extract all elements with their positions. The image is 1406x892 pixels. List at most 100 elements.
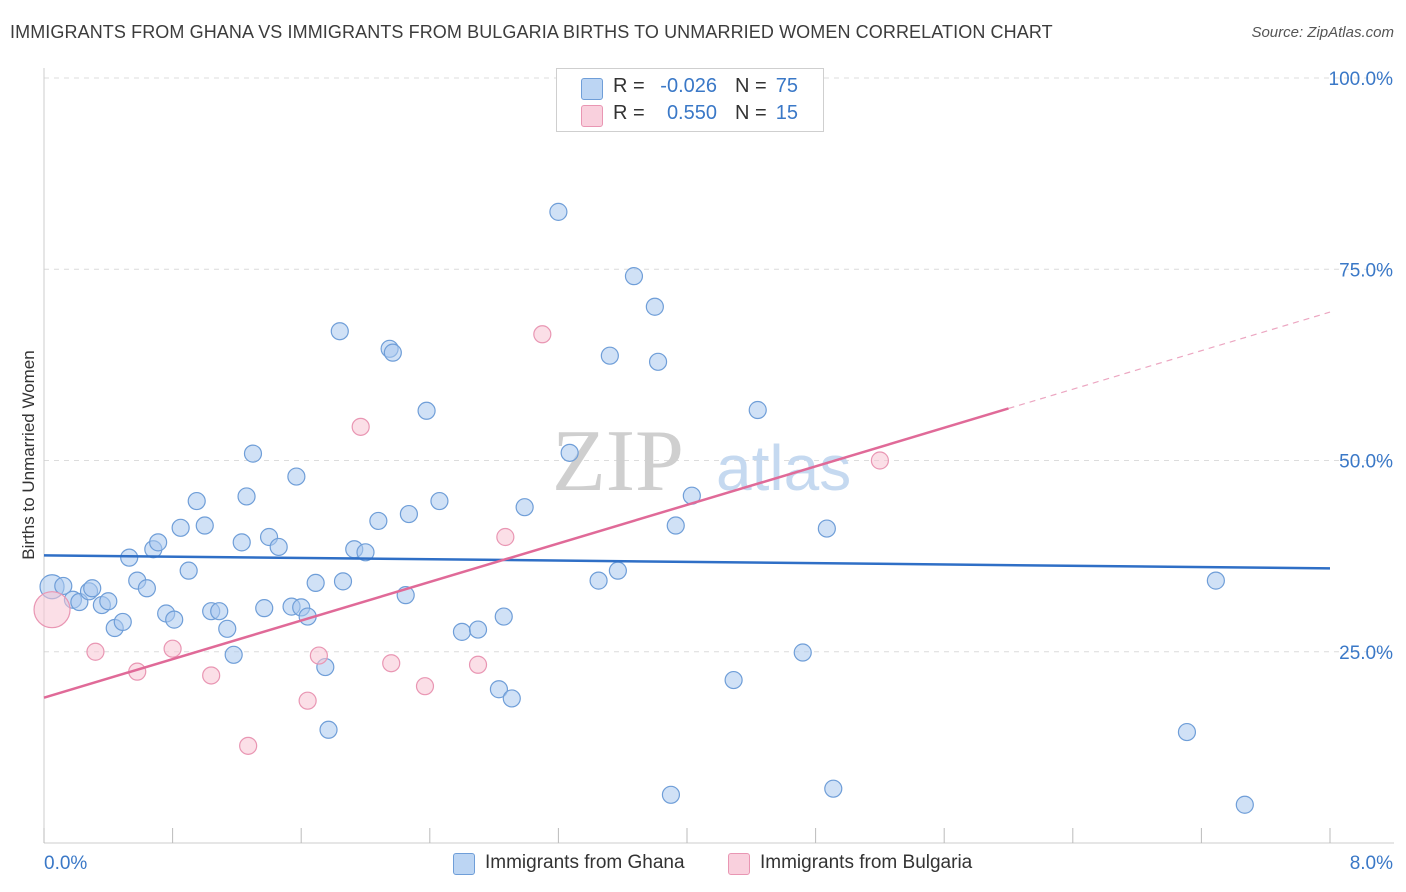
ghana-point <box>210 602 229 621</box>
ghana-point <box>430 491 449 511</box>
ghana-point <box>243 444 263 463</box>
ghana-point <box>224 645 243 664</box>
n-label: N = <box>735 102 767 124</box>
ghana-point <box>232 533 251 552</box>
source-label: Source: ZipAtlas.com <box>1251 24 1394 41</box>
ghana-point <box>383 343 402 362</box>
watermark-atlas: atlas <box>716 432 851 504</box>
legend-label-bulgaria: Immigrants from Bulgaria <box>760 852 973 873</box>
ghana-point <box>399 504 419 524</box>
n-label: N = <box>735 75 767 97</box>
ghana-point <box>452 622 472 641</box>
ghana-point <box>1177 722 1197 742</box>
bulgaria-point <box>202 666 221 685</box>
y-tick-label: 75.0% <box>1339 260 1393 281</box>
ghana-point <box>195 516 214 535</box>
y-tick-label: 100.0% <box>1329 69 1394 90</box>
ghana-point <box>793 643 812 662</box>
ghana-point <box>489 680 509 699</box>
bulgaria-point <box>496 527 515 547</box>
ghana-point <box>724 670 743 690</box>
x-tick-label: 8.0% <box>1350 853 1393 874</box>
ghana-point <box>608 561 627 580</box>
ghana-point <box>306 573 325 593</box>
r-value: -0.026 <box>660 75 717 97</box>
ghana-point <box>748 400 767 420</box>
r-label: R = <box>613 102 645 124</box>
ghana-point <box>356 543 375 562</box>
correlation-legend: R = -0.026 N = 75 R = 0.550 N = 15 <box>556 68 824 132</box>
bulgaria-point <box>382 654 401 673</box>
legend-label-ghana: Immigrants from Ghana <box>485 852 685 873</box>
ghana-point <box>1206 571 1225 590</box>
ghana-point <box>645 297 664 316</box>
x-tick-label: 0.0% <box>44 853 87 874</box>
ghana-point <box>187 491 206 511</box>
ghana-point <box>137 579 156 598</box>
bulgaria-point <box>33 591 71 629</box>
ghana-point <box>218 619 237 638</box>
watermark-zip: ZIP <box>552 413 684 510</box>
ghana-point <box>269 537 288 557</box>
ghana-points <box>39 202 1254 814</box>
bulgaria-trend-line <box>43 407 1009 699</box>
ghana-point <box>468 620 488 639</box>
ghana-point <box>515 498 534 517</box>
ghana-point <box>319 720 338 739</box>
bulgaria-point <box>415 677 435 696</box>
ghana-point <box>99 592 118 611</box>
gridlines <box>44 77 1394 653</box>
ghana-point <box>1235 795 1254 814</box>
ghana-point <box>179 561 198 580</box>
ghana-point <box>149 533 168 552</box>
axes <box>43 68 1394 844</box>
ghana-point <box>502 689 521 708</box>
bulgaria-point <box>870 451 890 470</box>
bulgaria-point <box>309 646 328 665</box>
ghana-point <box>54 576 73 596</box>
ghana-point <box>369 511 388 531</box>
bulgaria-swatch-icon <box>728 853 750 875</box>
ghana-point <box>648 352 668 371</box>
y-tick-label: 50.0% <box>1339 452 1393 473</box>
ghana-trend-line <box>43 554 1331 570</box>
n-value: 15 <box>775 102 798 124</box>
ghana-point <box>120 548 139 567</box>
ghana-point <box>560 443 579 462</box>
bulgaria-point <box>239 736 258 755</box>
ghana-point <box>666 516 685 535</box>
ghana-point <box>624 267 644 286</box>
ghana-point <box>549 202 568 221</box>
ghana-point <box>83 579 102 598</box>
ghana-point <box>589 571 608 590</box>
ghana-point <box>600 346 619 365</box>
ghana-point <box>333 572 353 591</box>
n-value: 75 <box>775 75 798 97</box>
ghana-point <box>330 322 349 341</box>
r-value: 0.550 <box>666 102 717 124</box>
y-tick-label: 25.0% <box>1339 643 1393 664</box>
bulgaria-point <box>86 642 105 661</box>
ghana-point <box>494 607 513 626</box>
bulgaria-point <box>351 417 370 436</box>
bulgaria-trend-extension <box>1008 311 1331 410</box>
ghana-point <box>113 612 132 632</box>
ghana-point <box>824 779 843 798</box>
ghana-point <box>661 785 681 804</box>
ghana-point <box>817 519 836 538</box>
ghana-point <box>237 487 256 506</box>
ghana-point <box>171 518 190 537</box>
watermark: ZIP atlas <box>552 413 851 510</box>
ghana-swatch-icon <box>453 853 475 875</box>
ghana-point <box>417 401 436 420</box>
r-label: R = <box>613 75 645 97</box>
chart-title: IMMIGRANTS FROM GHANA VS IMMIGRANTS FROM… <box>10 22 1053 42</box>
bulgaria-swatch-icon <box>581 105 603 127</box>
ghana-point <box>255 599 274 618</box>
bulgaria-point <box>533 325 552 344</box>
ghana-point <box>287 467 306 486</box>
bulgaria-point <box>163 639 182 658</box>
bulgaria-point <box>298 691 317 710</box>
ghana-swatch-icon <box>581 78 603 100</box>
